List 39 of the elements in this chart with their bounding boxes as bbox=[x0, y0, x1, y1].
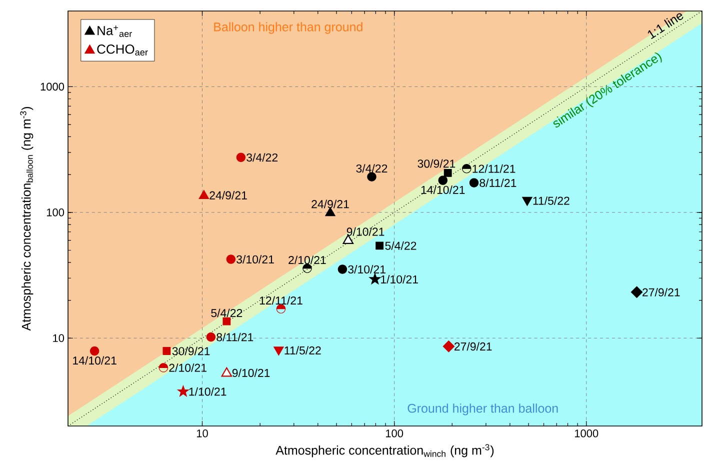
data-label: 2/10/21 bbox=[169, 363, 206, 372]
data-label: 24/9/21 bbox=[210, 190, 247, 200]
data-label: 3/4/22 bbox=[246, 153, 278, 162]
data-label: 12/11/21 bbox=[472, 164, 516, 173]
data-label: 1/10/21 bbox=[189, 387, 226, 396]
data-label: 14/10/21 bbox=[73, 356, 116, 365]
x-tick-label: 100 bbox=[386, 430, 404, 438]
data-label: 8/11/21 bbox=[480, 178, 516, 188]
data-label: 2/10/21 bbox=[288, 256, 326, 264]
data-label: 30/9/21 bbox=[418, 159, 456, 168]
y-tick-label: 100 bbox=[46, 208, 64, 216]
data-label: 9/10/21 bbox=[232, 368, 270, 378]
data-label: 27/9/21 bbox=[642, 288, 680, 296]
legend-label: CCHO$_{aer}$ bbox=[97, 44, 148, 56]
data-label: 11/5/22 bbox=[284, 346, 321, 355]
y-axis-title: Atmospheric concentration$_{balloon}$ (ng m$^{-3}$) bbox=[20, 106, 34, 331]
y-tick-label: 10 bbox=[53, 334, 64, 342]
annotation: Balloon higher than ground bbox=[214, 22, 362, 34]
data-label: 30/9/21 bbox=[172, 346, 210, 356]
x-tick-label: 1000 bbox=[574, 430, 598, 438]
data-label: 24/9/21 bbox=[312, 200, 349, 208]
legend-label: Na$^{+}$aer bbox=[98, 25, 132, 37]
data-label: 9/10/21 bbox=[346, 227, 384, 236]
annotation: Ground higher than balloon bbox=[408, 404, 558, 416]
data-label: 12/11/21 bbox=[260, 296, 302, 305]
data-label: 11/5/22 bbox=[533, 196, 570, 205]
data-label: 27/9/21 bbox=[454, 342, 492, 351]
annotation: 1:1 line bbox=[648, 13, 684, 40]
data-label: 1/10/21 bbox=[381, 275, 418, 284]
data-label: 3/4/22 bbox=[356, 164, 388, 173]
data-label: 3/10/21 bbox=[348, 265, 386, 274]
data-label: 5/4/22 bbox=[385, 241, 416, 250]
data-label: 3/10/21 bbox=[236, 255, 274, 264]
data-label: 5/4/22 bbox=[211, 308, 242, 318]
y-tick-label: 1000 bbox=[40, 82, 64, 91]
x-tick-label: 10 bbox=[196, 430, 208, 438]
data-label: 14/10/21 bbox=[421, 186, 465, 194]
x-axis-title: Atmospheric concentration$_{winch}$ (ng m$^{-3}$) bbox=[276, 444, 494, 458]
data-label: 8/11/21 bbox=[216, 332, 254, 342]
